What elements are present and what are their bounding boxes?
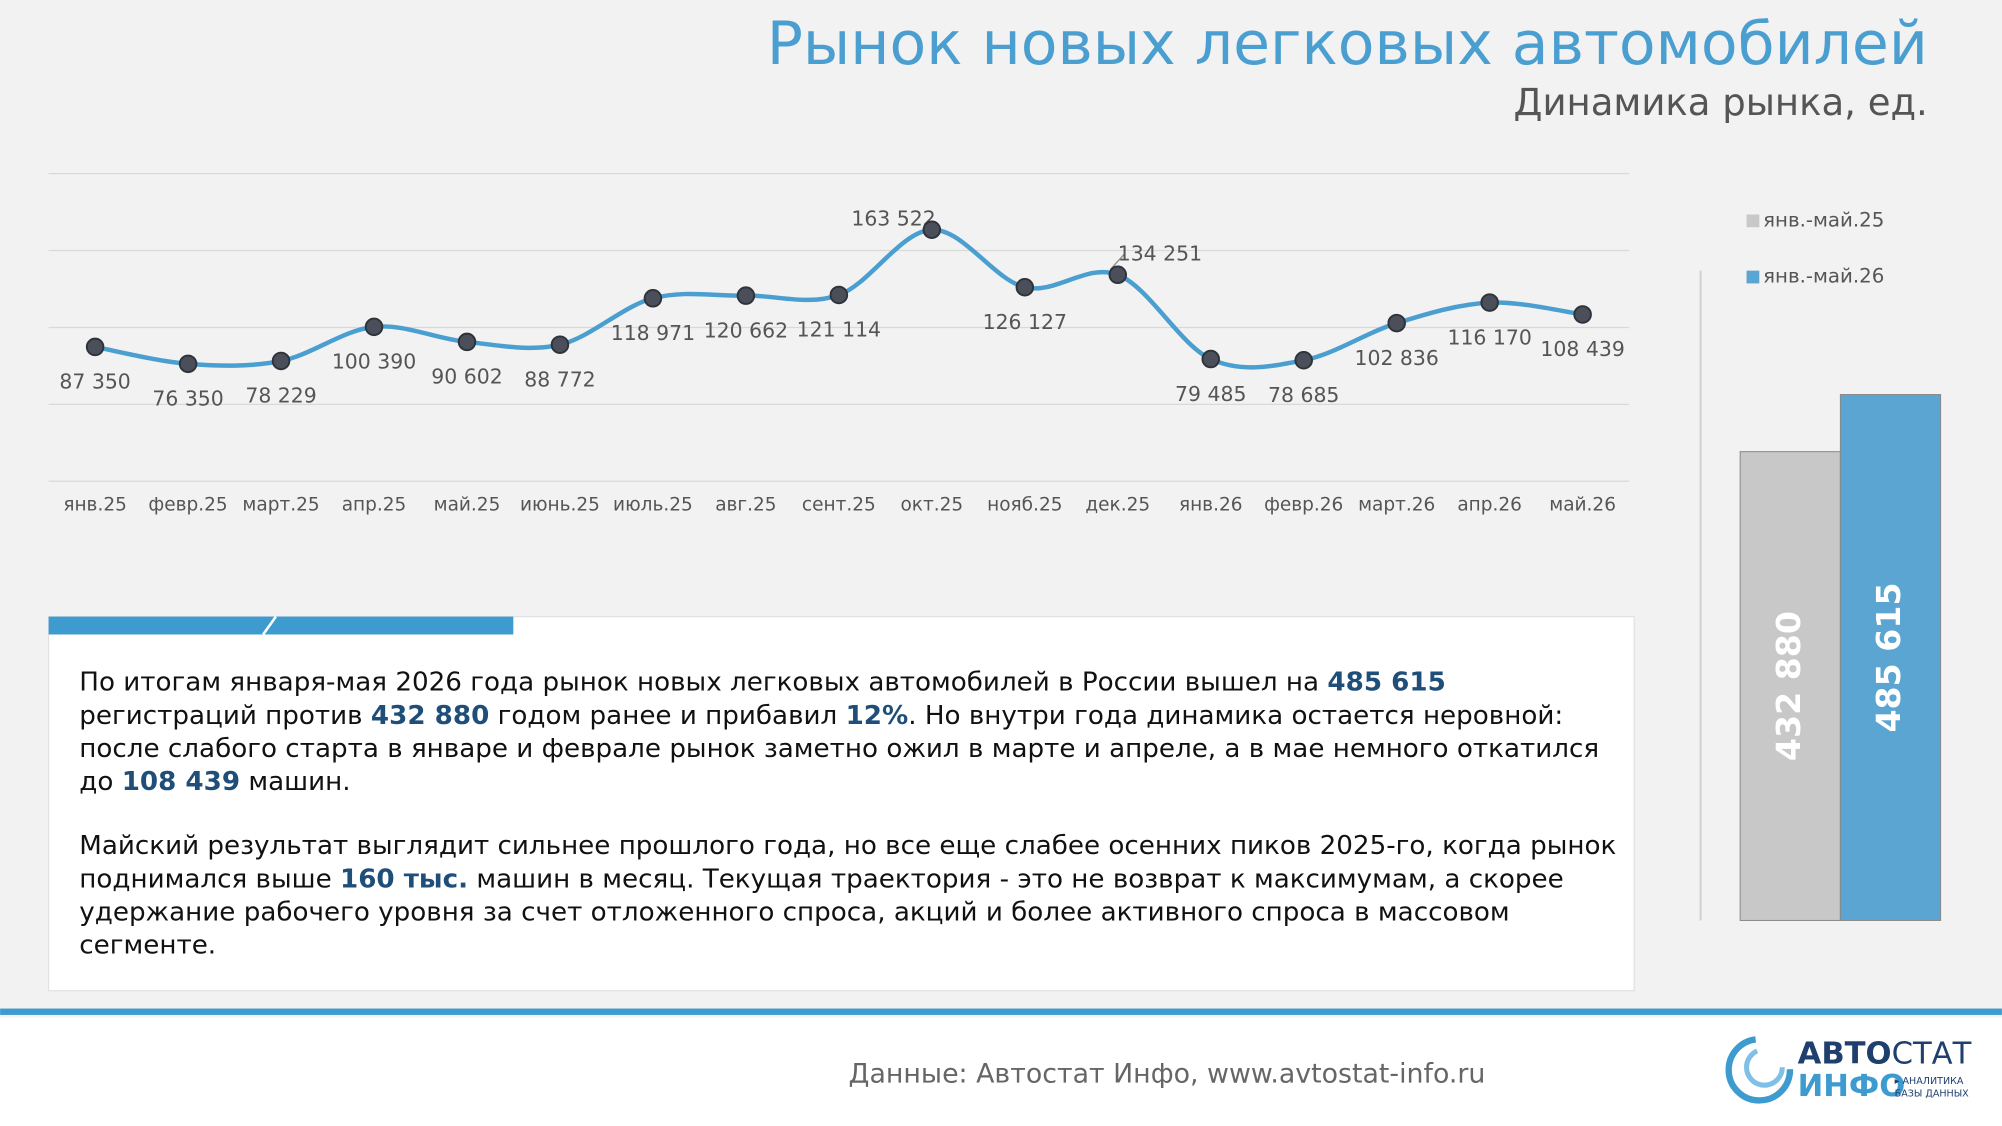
marker [1480,293,1499,312]
text-run: По итогам января-мая 2026 года рынок нов… [79,666,1328,698]
x-tick-label: февр.26 [1264,495,1343,516]
data-label: 87 350 [59,370,130,394]
marker [1108,265,1128,285]
highlight: 485 615 [1327,666,1446,698]
x-tick-label: февр.25 [148,495,227,516]
x-tick-label: март.26 [1358,495,1435,516]
marker [364,317,384,337]
highlight: 12% [845,699,909,731]
logo-word: СТАТ [1892,1036,1972,1071]
x-tick-label: окт.25 [900,495,963,516]
data-label: 88 772 [524,367,595,391]
text-run: машин. [240,765,351,797]
legend-swatch [1746,214,1760,228]
data-label: 163 522 [851,207,935,231]
text-run: годом ранее и прибавил [489,699,846,731]
text-run: . Но внутри года динамика остается неров… [79,699,1600,797]
footer-line [0,1008,2002,1015]
logo-word: АВТО [1798,1036,1892,1071]
subtitle: Динамика рынка, ед. [1514,81,1928,124]
logo-ring [1725,1035,1794,1104]
paragraphs: По итогам января-мая 2026 года рынок нов… [79,665,1624,961]
data-label: 79 485 [1175,382,1246,406]
x-tick-label: янв.26 [1179,495,1243,516]
x-tick-label: июнь.25 [520,495,600,516]
highlight: 432 880 [370,699,490,731]
line [94,227,1583,370]
text-box-accent [48,616,514,635]
source: Данные: Автостат Инфо, www.avtostat-info… [849,1058,1486,1089]
logo-ring [1744,1046,1785,1088]
data-label: 485 615 [1869,582,1908,732]
x-tick-label: май.25 [434,495,501,516]
marker [922,220,942,239]
highlight: 108 439 [121,765,241,797]
data-label: 90 602 [431,365,502,389]
marker [643,289,663,308]
data-label: 76 350 [152,387,223,411]
data-label: 126 127 [983,310,1067,334]
marker [829,285,849,305]
x-tick-label: авг.25 [715,495,776,516]
legend-label: янв.-май.25 [1763,208,1884,231]
marker [1201,349,1221,369]
data-label: 118 971 [611,321,695,345]
x-tick-label: июль.25 [613,495,693,516]
data-label: 116 170 [1447,325,1531,349]
logo-tagline: БАЗЫ ДАННЫХ [1895,1089,1970,1100]
paragraph: По итогам января-мая 2026 года рынок нов… [79,665,1624,798]
legend-swatch [1746,270,1760,284]
title: Рынок новых легковых автомобилей [767,9,1928,79]
line-chart: янв.25 87 350 февр.25 76 350 март.25 78 229 ап… [48,172,1630,516]
marker [550,335,570,354]
x-tick-label: нояб.25 [987,495,1062,516]
paragraph: Майский результат выглядит сильнее прошл… [79,829,1624,962]
data-label: 102 836 [1354,346,1438,370]
accent-cut [262,615,277,636]
marker [1294,350,1313,370]
x-tick-label: янв.25 [63,495,127,516]
data-label: 78 229 [245,384,316,408]
data-label: 134 251 [1118,241,1202,265]
marker [1015,278,1035,297]
x-tick-label: апр.26 [1457,495,1522,516]
logo-word: АВТОСТАТ [1798,1036,1972,1071]
data-label: 121 114 [797,318,881,342]
data-label: 120 662 [704,318,788,342]
x-tick-label: дек.25 [1085,495,1150,516]
logo-tagline: ▸ АНАЛИТИКА [1895,1076,1964,1087]
highlight: 160 тыс. [340,863,469,894]
text-run: Майский результат выглядит сильнее прошл… [79,829,1617,894]
bar-chart: янв.-май.25 432 880 янв.-май.26 485 615 [1699,208,1942,921]
marker [457,332,477,352]
marker [1573,305,1592,324]
text-box [47,615,1635,992]
x-tick-label: март.25 [242,495,319,516]
marker [178,354,198,374]
data-label: 432 880 [1769,611,1808,761]
text-box-content: По итогам января-мая 2026 года рынок нов… [79,665,1624,961]
marker [271,351,291,371]
leader-line [1109,253,1125,271]
logo: АВТОСТАТ ИНФО ▸ АНАЛИТИКА БАЗЫ ДАННЫХ [1725,1035,1972,1104]
footer [0,1017,2002,1126]
text-run: регистраций против [79,699,371,731]
text-run: машин в месяц. Текущая траектория - это … [79,863,1564,961]
data-label: 100 390 [332,350,416,374]
legend-label: янв.-май.26 [1763,265,1884,288]
x-tick-label: май.26 [1549,495,1616,516]
x-tick-label: сент.25 [802,495,876,516]
x-tick-label: апр.25 [342,495,407,516]
marker [736,286,756,305]
data-label: 78 685 [1268,383,1339,407]
logo-word: ИНФО [1798,1069,1906,1104]
data-label: 108 439 [1540,337,1624,361]
marker [1387,313,1406,333]
marker [85,337,105,357]
bar [1839,394,1942,921]
